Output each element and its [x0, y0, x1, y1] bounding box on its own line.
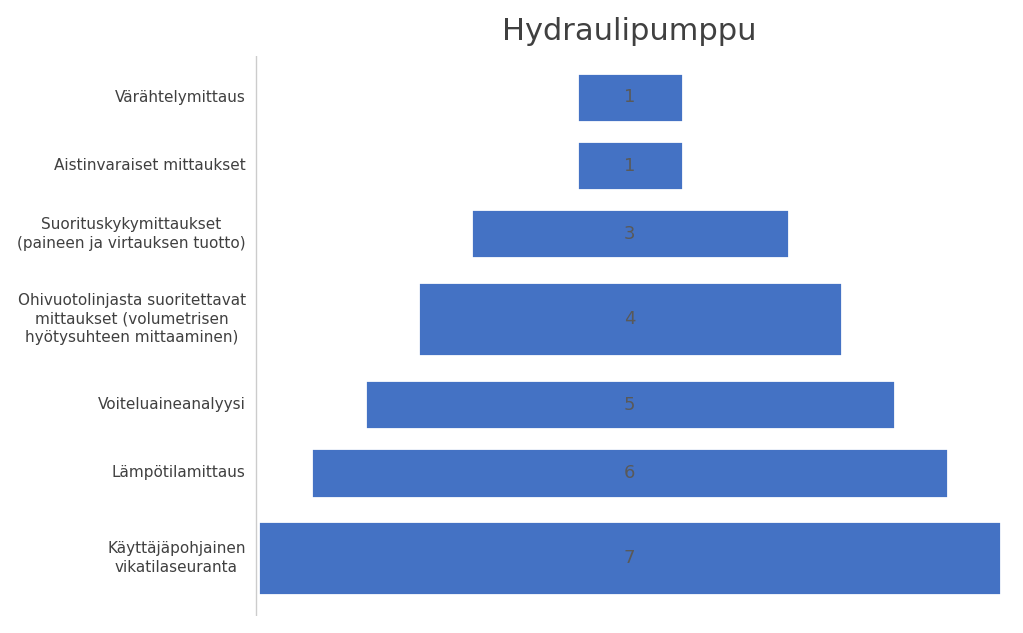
Text: Aistinvaraiset mittaukset: Aistinvaraiset mittaukset: [54, 158, 246, 173]
Bar: [417, 282, 842, 356]
Text: Värähtelymittaus: Värähtelymittaus: [115, 90, 246, 105]
Text: 5: 5: [624, 396, 635, 413]
Bar: [364, 380, 895, 429]
Bar: [577, 141, 682, 190]
Text: 3: 3: [624, 225, 635, 243]
Text: 7: 7: [624, 549, 635, 567]
Bar: [471, 210, 789, 258]
Text: Käyttäjäpohjainen
vikatilaseuranta: Käyttäjäpohjainen vikatilaseuranta: [107, 541, 246, 575]
Title: Hydraulipumppu: Hydraulipumppu: [502, 16, 757, 46]
Text: Ohivuotolinjasta suoritettavat
mittaukset (volumetrisen
hyötysuhteen mittaaminen: Ohivuotolinjasta suoritettavat mittaukse…: [17, 293, 246, 346]
Text: 1: 1: [624, 89, 635, 106]
Text: Voiteluaineanalyysi: Voiteluaineanalyysi: [98, 397, 246, 412]
Text: Suorituskykymittaukset
(paineen ja virtauksen tuotto): Suorituskykymittaukset (paineen ja virta…: [17, 217, 246, 251]
Bar: [311, 448, 948, 498]
Text: Lämpötilamittaus: Lämpötilamittaus: [112, 465, 246, 480]
Bar: [259, 522, 1002, 595]
Bar: [577, 73, 682, 122]
Text: 6: 6: [624, 464, 635, 482]
Text: 1: 1: [624, 156, 635, 175]
Text: 4: 4: [624, 310, 635, 329]
